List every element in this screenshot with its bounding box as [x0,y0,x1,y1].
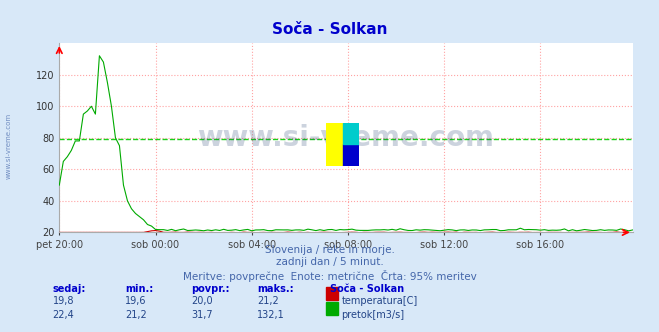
Bar [326,302,338,315]
Text: min.:: min.: [125,284,154,294]
Text: 21,2: 21,2 [257,296,279,306]
Text: povpr.:: povpr.: [191,284,229,294]
Bar [326,123,343,166]
Text: temperatura[C]: temperatura[C] [341,296,418,306]
Text: pretok[m3/s]: pretok[m3/s] [341,310,405,320]
Text: 31,7: 31,7 [191,310,213,320]
Text: www.si-vreme.com: www.si-vreme.com [198,124,494,152]
Text: www.si-vreme.com: www.si-vreme.com [5,113,11,179]
Text: 21,2: 21,2 [125,310,147,320]
Text: zadnji dan / 5 minut.: zadnji dan / 5 minut. [275,257,384,267]
Text: 19,8: 19,8 [53,296,74,306]
Text: 22,4: 22,4 [53,310,74,320]
Text: 132,1: 132,1 [257,310,285,320]
Text: maks.:: maks.: [257,284,294,294]
Text: Slovenija / reke in morje.: Slovenija / reke in morje. [264,245,395,255]
Text: Soča - Solkan: Soča - Solkan [330,284,403,294]
Text: Soča - Solkan: Soča - Solkan [272,22,387,37]
Bar [343,144,359,166]
Text: 19,6: 19,6 [125,296,147,306]
Text: Meritve: povprečne  Enote: metrične  Črta: 95% meritev: Meritve: povprečne Enote: metrične Črta:… [183,270,476,282]
Bar [343,123,359,144]
Text: sedaj:: sedaj: [53,284,86,294]
Bar [326,287,338,300]
Text: 20,0: 20,0 [191,296,213,306]
